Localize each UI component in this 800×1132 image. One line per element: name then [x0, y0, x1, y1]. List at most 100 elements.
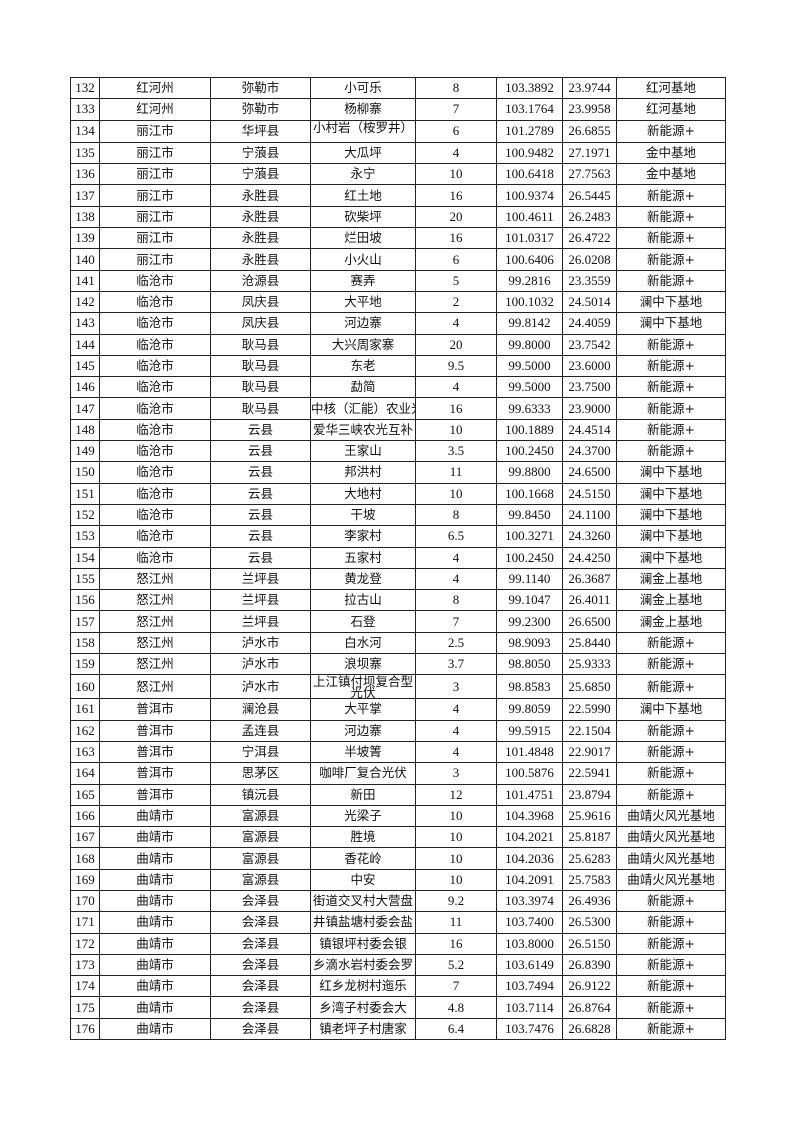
row-number-cell: 154 — [70, 546, 100, 569]
longitude-cell: 101.4848 — [496, 740, 563, 764]
capacity-cell: 3 — [415, 674, 497, 700]
county-cell: 云县 — [210, 482, 311, 505]
site-name-cell: 邦洪村 — [310, 461, 416, 484]
county-cell: 泸水市 — [210, 653, 311, 676]
site-name-cell: 河边寨 — [310, 719, 416, 742]
longitude-cell: 103.3892 — [496, 76, 563, 100]
row-number-cell: 164 — [70, 762, 100, 785]
city-cell: 临沧市 — [99, 290, 211, 314]
base-cell: 红河基地 — [616, 76, 726, 100]
latitude-cell: 26.6828 — [562, 1017, 617, 1041]
city-cell: 曲靖市 — [99, 804, 211, 828]
city-cell: 普洱市 — [99, 762, 211, 785]
longitude-cell: 104.3968 — [496, 804, 563, 828]
county-cell: 会泽县 — [210, 953, 311, 977]
row-number-cell: 160 — [70, 674, 100, 700]
county-cell: 富源县 — [210, 868, 311, 891]
row-number-cell: 147 — [70, 397, 100, 420]
latitude-cell: 25.9333 — [562, 653, 617, 676]
latitude-cell: 26.4011 — [562, 589, 617, 612]
row-number-cell: 152 — [70, 503, 100, 527]
county-cell: 云县 — [210, 440, 311, 463]
county-cell: 弥勒市 — [210, 98, 311, 121]
table-row: 152 临沧市 云县 干坡 8 99.8450 24.1100 澜中下基地 — [70, 503, 726, 527]
base-cell: 新能源+ — [616, 418, 726, 442]
site-name-cell: 石登 — [310, 610, 416, 633]
row-number-cell: 170 — [70, 889, 100, 913]
city-cell: 临沧市 — [99, 418, 211, 442]
table-row: 165 普洱市 镇沅县 新田 12 101.4751 23.8794 新能源+ — [70, 783, 726, 806]
county-cell: 泸水市 — [210, 674, 311, 700]
base-cell: 新能源+ — [616, 996, 726, 1019]
base-cell: 新能源+ — [616, 953, 726, 977]
city-cell: 丽江市 — [99, 119, 211, 143]
city-cell: 曲靖市 — [99, 953, 211, 977]
county-cell: 宁蒗县 — [210, 163, 311, 186]
county-cell: 沧源县 — [210, 269, 311, 292]
latitude-cell: 25.6283 — [562, 847, 617, 870]
site-name-cell: 浪坝寨 — [310, 653, 416, 676]
base-cell: 新能源+ — [616, 333, 726, 356]
capacity-cell: 4 — [415, 567, 497, 591]
base-cell: 澜中下基地 — [616, 525, 726, 548]
row-number-cell: 140 — [70, 248, 100, 271]
county-cell: 永胜县 — [210, 184, 311, 207]
site-name-cell: 中核（汇能）农业光 — [310, 397, 416, 420]
longitude-cell: 101.2789 — [496, 119, 563, 143]
table-row: 143 临沧市 凤庆县 河边寨 4 99.8142 24.4059 澜中下基地 — [70, 312, 726, 335]
city-cell: 临沧市 — [99, 397, 211, 420]
base-cell: 澜金上基地 — [616, 610, 726, 633]
row-number-cell: 148 — [70, 418, 100, 442]
base-cell: 新能源+ — [616, 975, 726, 998]
table-row: 168 曲靖市 富源县 香花岭 10 104.2036 25.6283 曲靖火风光基地 — [70, 847, 726, 870]
row-number-cell: 156 — [70, 589, 100, 612]
table-row: 153 临沧市 云县 李家村 6.5 100.3271 24.3260 澜中下基地 — [70, 525, 726, 548]
latitude-cell: 22.5941 — [562, 762, 617, 785]
city-cell: 曲靖市 — [99, 826, 211, 849]
table-row: 155 怒江州 兰坪县 黄龙登 4 99.1140 26.3687 澜金上基地 — [70, 567, 726, 591]
site-name-cell: 王家山 — [310, 440, 416, 463]
base-cell: 新能源+ — [616, 205, 726, 229]
capacity-cell: 10 — [415, 826, 497, 849]
table-row: 139 丽江市 永胜县 烂田坡 16 101.0317 26.4722 新能源+ — [70, 227, 726, 250]
site-name-cell: 大兴周家寨 — [310, 333, 416, 356]
table-row: 134 丽江市 华坪县 小村岩（桉罗井） 6 101.2789 26.6855 新能源+ — [70, 119, 726, 143]
site-name-cell: 乡滴水岩村委会罗 — [310, 953, 416, 977]
table-row: 175 曲靖市 会泽县 乡湾子村委会大 4.8 103.7114 26.8764 新能源+ — [70, 996, 726, 1019]
table-row: 156 怒江州 兰坪县 拉古山 8 99.1047 26.4011 澜金上基地 — [70, 589, 726, 612]
row-number-cell: 172 — [70, 932, 100, 955]
county-cell: 宁蒗县 — [210, 141, 311, 165]
longitude-cell: 100.9374 — [496, 184, 563, 207]
capacity-cell: 4 — [415, 719, 497, 742]
site-name-cell: 大地村 — [310, 482, 416, 505]
row-number-cell: 132 — [70, 76, 100, 100]
latitude-cell: 27.1971 — [562, 141, 617, 165]
city-cell: 临沧市 — [99, 376, 211, 399]
row-number-cell: 138 — [70, 205, 100, 229]
base-cell: 新能源+ — [616, 440, 726, 463]
capacity-cell: 7 — [415, 975, 497, 998]
capacity-cell: 6 — [415, 248, 497, 271]
row-number-cell: 145 — [70, 354, 100, 378]
city-cell: 普洱市 — [99, 719, 211, 742]
latitude-cell: 23.6000 — [562, 354, 617, 378]
base-cell: 澜中下基地 — [616, 503, 726, 527]
longitude-cell: 103.7494 — [496, 975, 563, 998]
table-row: 138 丽江市 永胜县 砍柴坪 20 100.4611 26.2483 新能源+ — [70, 205, 726, 229]
longitude-cell: 100.2450 — [496, 546, 563, 569]
row-number-cell: 150 — [70, 461, 100, 484]
site-name-cell: 胜境 — [310, 826, 416, 849]
table-row: 141 临沧市 沧源县 赛弄 5 99.2816 23.3559 新能源+ — [70, 269, 726, 292]
capacity-cell: 8 — [415, 76, 497, 100]
capacity-cell: 6.5 — [415, 525, 497, 548]
site-name-cell: 小村岩（桉罗井） — [310, 119, 416, 143]
capacity-cell: 8 — [415, 589, 497, 612]
base-cell: 新能源+ — [616, 719, 726, 742]
capacity-cell: 9.5 — [415, 354, 497, 378]
table-row: 133 红河州 弥勒市 杨柳寨 7 103.1764 23.9958 红河基地 — [70, 98, 726, 121]
base-cell: 澜中下基地 — [616, 482, 726, 505]
row-number-cell: 169 — [70, 868, 100, 891]
longitude-cell: 100.1668 — [496, 482, 563, 505]
latitude-cell: 25.9616 — [562, 804, 617, 828]
site-name-cell: 干坡 — [310, 503, 416, 527]
